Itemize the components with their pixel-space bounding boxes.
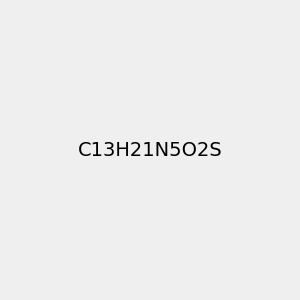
Text: C13H21N5O2S: C13H21N5O2S	[78, 140, 222, 160]
